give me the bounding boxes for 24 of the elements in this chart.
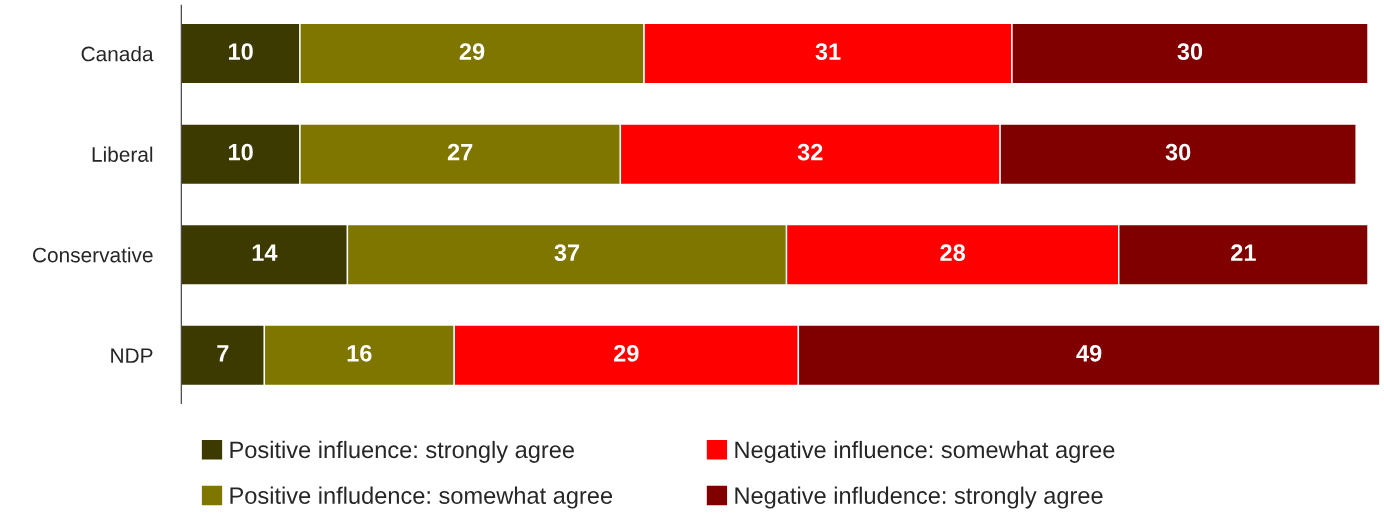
y-tick-label: Liberal (92, 146, 153, 162)
data-label: 16 (347, 344, 372, 362)
data-label: 30 (1165, 143, 1191, 161)
legend-label: Negative influence: somewhat agree (735, 440, 1115, 463)
data-label: 27 (447, 143, 473, 161)
data-label: 10 (228, 43, 253, 60)
data-label: 14 (252, 244, 278, 261)
data-label: 29 (459, 43, 485, 60)
y-tick-label: Canada (81, 46, 154, 62)
data-label: 32 (797, 143, 823, 161)
data-label: 29 (614, 344, 639, 362)
y-tick-label: NDP (111, 348, 153, 363)
data-label: 28 (940, 244, 966, 262)
data-label: 7 (217, 345, 229, 362)
data-label: 31 (815, 43, 841, 60)
data-label: 10 (228, 143, 253, 161)
data-label: 49 (1076, 344, 1102, 362)
data-label: 37 (554, 244, 580, 262)
legend-label: Positive influence: strongly agree (230, 440, 574, 463)
data-label: 30 (1177, 43, 1203, 60)
data-label: 21 (1231, 244, 1256, 261)
legend-label: Positive infludence: somewhat agree (230, 486, 613, 509)
y-tick-label: Conservative (33, 247, 153, 263)
legend-label: Negative infludence: strongly agree (735, 486, 1103, 509)
